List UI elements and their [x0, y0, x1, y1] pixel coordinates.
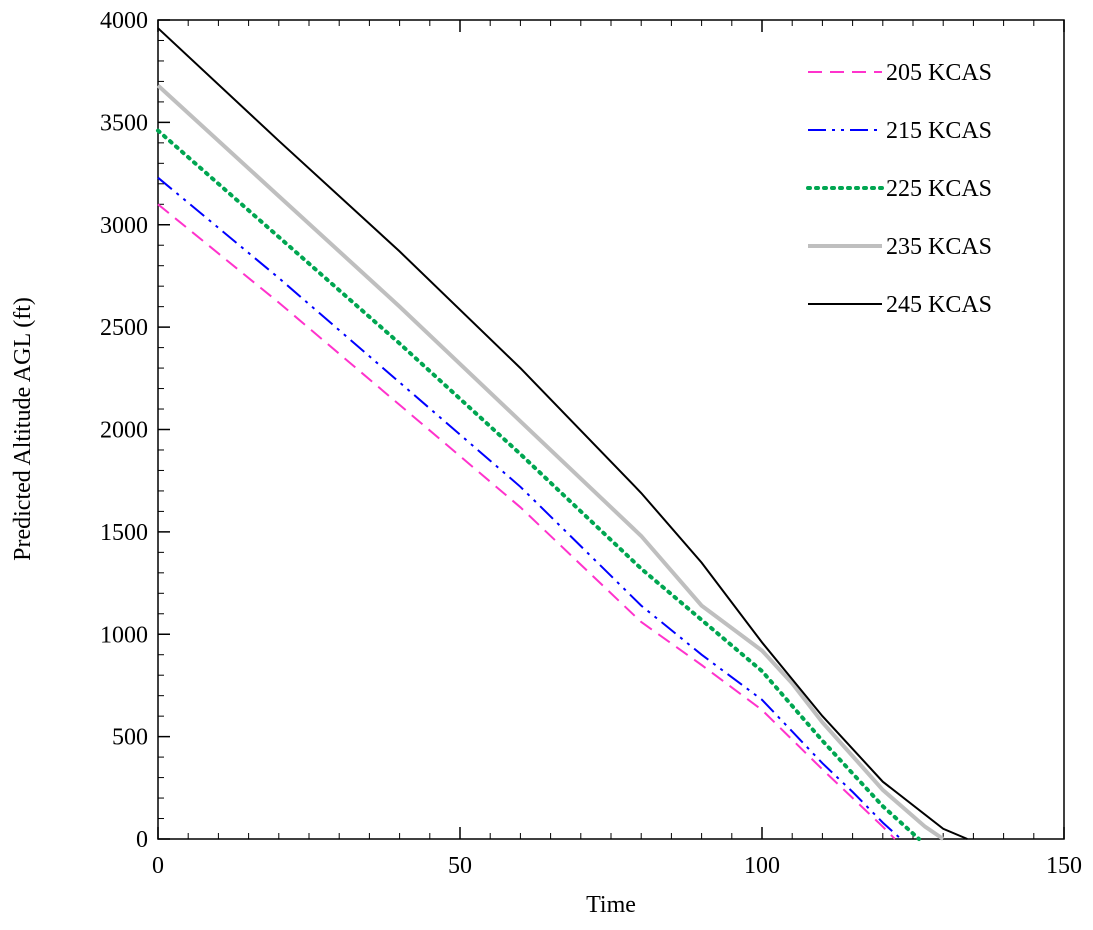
- y-tick-label: 0: [136, 827, 148, 853]
- y-tick-label: 1500: [100, 520, 148, 546]
- x-tick-label: 50: [448, 853, 472, 879]
- y-tick-label: 500: [112, 725, 148, 751]
- legend-label-245: 245 KCAS: [886, 292, 992, 318]
- series-line-205-kcas: [157, 203, 896, 840]
- y-tick-label: 2500: [100, 315, 148, 341]
- legend: 205 KCAS 215 KCAS 225 KCAS 235 KCAS 245 …: [806, 60, 992, 318]
- series-line-225-kcas: [156, 128, 921, 841]
- minor-ticks: [158, 20, 1035, 839]
- series-line-215-kcas: [157, 176, 902, 840]
- x-axis-title: Time: [586, 892, 636, 918]
- legend-label-205: 205 KCAS: [886, 60, 992, 86]
- y-tick-label: 4000: [100, 8, 148, 34]
- legend-label-225: 225 KCAS: [886, 176, 992, 202]
- series-line-235-kcas: [156, 84, 945, 841]
- legend-label-235: 235 KCAS: [886, 234, 992, 260]
- major-ticks: [157, 19, 1065, 840]
- y-tick-label: 2000: [100, 418, 148, 444]
- x-tick-label: 150: [1046, 853, 1082, 879]
- y-axis-title: Predicted Altitude AGL (ft): [10, 297, 36, 561]
- x-tick-labels: 0 50 100 150: [152, 853, 1082, 879]
- series-line-245-kcas: [157, 27, 968, 840]
- x-tick-label: 100: [744, 853, 780, 879]
- x-tick-label: 0: [152, 853, 164, 879]
- legend-label-215: 215 KCAS: [886, 118, 992, 144]
- y-tick-label: 1000: [100, 622, 148, 648]
- y-tick-label: 3500: [100, 110, 148, 136]
- series-lines: [156, 27, 968, 841]
- y-tick-label: 3000: [100, 213, 148, 239]
- y-tick-labels: 0 500 1000 1500 2000 2500 3000 3500 4000: [100, 8, 148, 853]
